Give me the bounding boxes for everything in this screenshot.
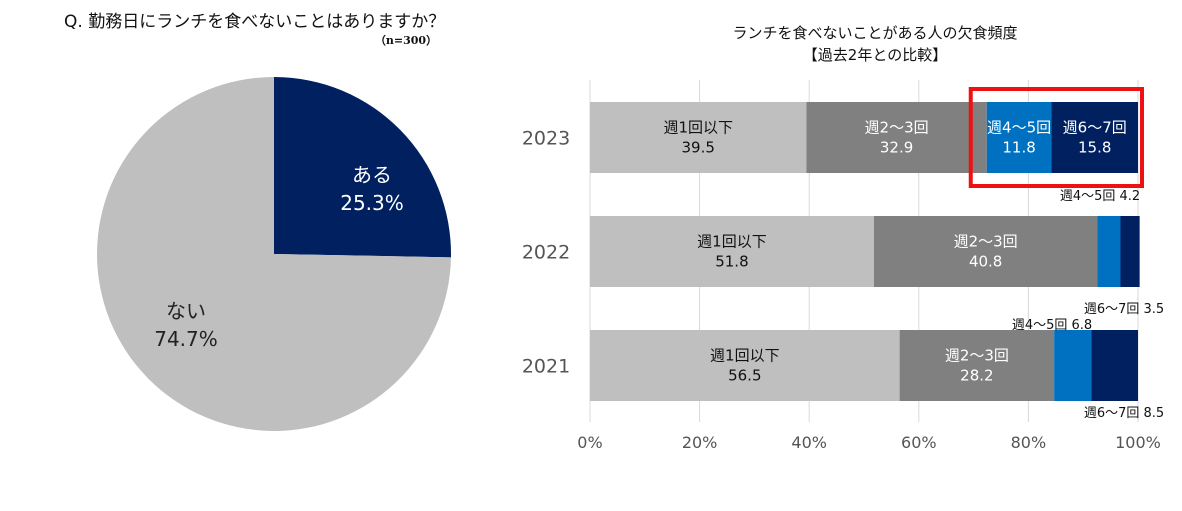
- bar-value-label: 3.5: [1144, 302, 1165, 317]
- pie-slice-label: ある: [352, 163, 392, 187]
- pie-slice-label: ない: [166, 299, 206, 323]
- bar-segment: [899, 330, 1055, 401]
- bar-value-label: 28.2: [960, 367, 993, 385]
- bar-value-label: 40.8: [969, 253, 1002, 271]
- pie-slice-value: 25.3%: [340, 191, 404, 215]
- stacked-bar-chart: 0% 20% 40% 60% 80% 100% 2023 週1回以下 39.5 週2～3回 32.9…: [522, 80, 1164, 452]
- bar-segment: [873, 216, 1098, 287]
- bar-series-label: 週1回以下: [697, 233, 767, 251]
- x-tick-label: 80%: [1011, 433, 1047, 452]
- sample-size-note: （n=300）: [375, 34, 437, 47]
- bar-segment: [806, 102, 987, 173]
- bar-outside-label: 週6～7回 8.5: [1084, 406, 1164, 421]
- pie-chart: ある 25.3% ない 74.7%: [97, 77, 452, 431]
- bar-value-label: 56.5: [728, 367, 761, 385]
- bar-series-label: 週6～7回: [1084, 302, 1140, 317]
- bar-segment: [1051, 102, 1138, 173]
- bar-series-label: 週6～7回: [1063, 119, 1127, 137]
- bar-segment: [590, 330, 900, 401]
- bar-chart-title-line2: 【過去2年との比較】: [803, 46, 947, 64]
- category-label: 2022: [522, 242, 570, 264]
- pie-slice-no: [97, 77, 451, 431]
- bar-value-label: 8.5: [1144, 406, 1165, 421]
- bar-outside-label: 週4～5回 6.8: [1012, 318, 1092, 333]
- pie-slice-yes: [274, 77, 452, 258]
- bar-series-label: 週4～5回: [987, 119, 1051, 137]
- bar-series-label: 週1回以下: [663, 119, 733, 137]
- bar-series-label: 週4～5回: [1012, 318, 1068, 333]
- bar-segment: [1054, 330, 1092, 401]
- x-tick-label: 40%: [791, 433, 827, 452]
- bar-value-label: 11.8: [1002, 139, 1035, 157]
- bar-series-label: 週4～5回: [1060, 189, 1116, 204]
- bar-segment: [1091, 330, 1138, 401]
- bar-segment: [986, 102, 1052, 173]
- x-tick-label: 60%: [901, 433, 937, 452]
- highlight-box: [968, 87, 1144, 188]
- category-label: 2023: [522, 128, 570, 150]
- bar-series-label: 週6～7回: [1084, 406, 1140, 421]
- bar-segment: [590, 102, 807, 173]
- x-tick-label: 20%: [682, 433, 718, 452]
- bar-outside-label: 週6～7回 3.5: [1084, 302, 1164, 317]
- bar-series-label: 週2～3回: [865, 119, 929, 137]
- bar-value-label: 39.5: [682, 139, 715, 157]
- bar-value-label: 15.8: [1078, 139, 1111, 157]
- pie-slice-value: 74.7%: [154, 327, 218, 351]
- bar-value-label: 6.8: [1072, 318, 1093, 333]
- bar-value-label: 4.2: [1120, 189, 1141, 204]
- bar-chart-title-line1: ランチを食べないことがある人の欠食頻度: [732, 24, 1017, 42]
- category-label: 2021: [522, 356, 570, 378]
- bar-outside-label: 週4～5回 4.2: [1060, 189, 1140, 204]
- bar-segment: [1120, 216, 1140, 287]
- bar-series-label: 週1回以下: [710, 347, 780, 365]
- x-tick-label: 100%: [1115, 433, 1161, 452]
- question-title: Q. 勤務日にランチを食べないことはありますか？: [64, 12, 445, 32]
- bar-segment: [1097, 216, 1121, 287]
- x-tick-label: 0%: [577, 433, 602, 452]
- bar-segment: [590, 216, 874, 287]
- bar-series-label: 週2～3回: [954, 233, 1018, 251]
- bar-value-label: 51.8: [715, 253, 748, 271]
- bar-value-label: 32.9: [880, 139, 913, 157]
- bar-series-label: 週2～3回: [945, 347, 1009, 365]
